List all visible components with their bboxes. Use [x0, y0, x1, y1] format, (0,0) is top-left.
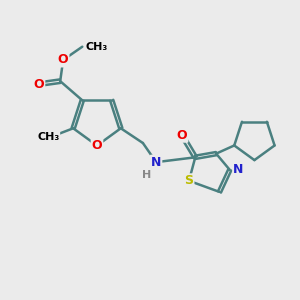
- Text: H: H: [142, 169, 151, 179]
- Text: CH₃: CH₃: [37, 132, 59, 142]
- Text: O: O: [58, 53, 68, 67]
- Text: O: O: [177, 129, 187, 142]
- Text: O: O: [34, 78, 44, 91]
- Text: N: N: [233, 164, 244, 176]
- Text: CH₃: CH₃: [85, 42, 107, 52]
- Text: N: N: [151, 156, 161, 169]
- Text: O: O: [92, 139, 102, 152]
- Text: S: S: [184, 174, 194, 187]
